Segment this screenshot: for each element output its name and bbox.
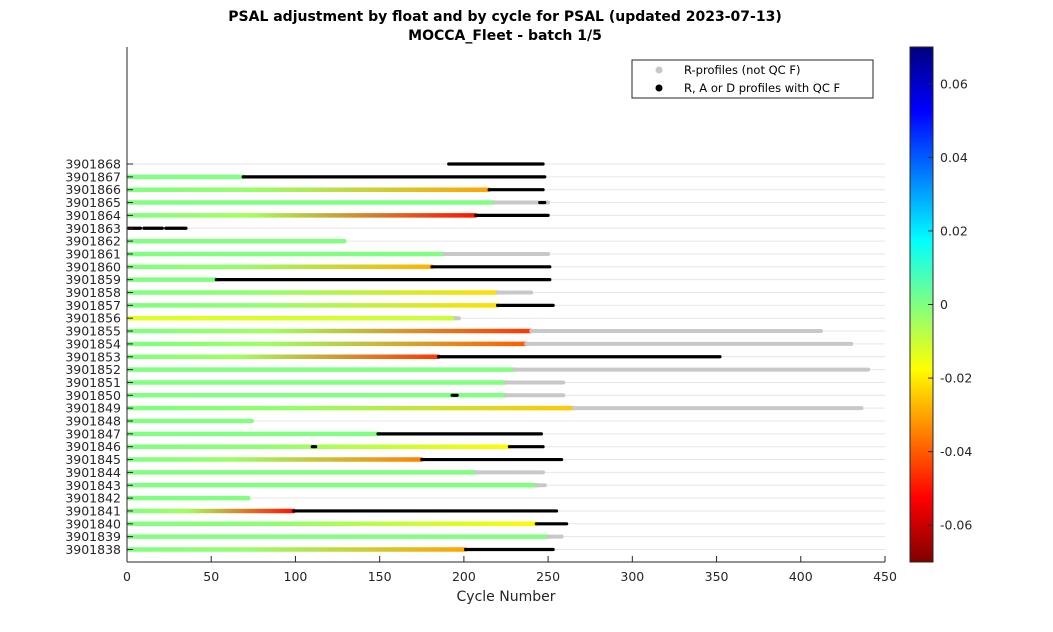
chart-title: PSAL adjustment by float and by cycle fo… [228, 9, 781, 25]
y-tick-label: 3901847 [65, 426, 121, 441]
y-tick-label: 3901846 [65, 439, 121, 454]
colorbar-tick-label: -0.02 [940, 371, 972, 386]
y-tick-label: 3901842 [65, 491, 121, 506]
colorbar-tick-label: 0.04 [940, 150, 968, 165]
x-tick-label: 200 [452, 569, 476, 584]
x-tick-label: 50 [203, 569, 219, 584]
y-axis: 3901868390186739018663901865390186439018… [65, 157, 133, 557]
y-tick-label: 3901854 [65, 336, 121, 351]
colorbar-ticks: 0.06 0.04 0.02 0 -0.02 -0.04 -0.06 [928, 76, 972, 533]
y-tick-label: 3901853 [65, 349, 121, 364]
x-axis-label: Cycle Number [457, 589, 556, 605]
y-tick-label: 3901866 [65, 182, 121, 197]
y-tick-label: 3901845 [65, 452, 121, 467]
legend-label-qcf: R, A or D profiles with QC F [684, 81, 840, 95]
y-tick-label: 3901843 [65, 478, 121, 493]
y-tick-label: 3901868 [65, 157, 121, 172]
x-tick-label: 400 [789, 569, 813, 584]
y-tick-label: 3901864 [65, 208, 121, 223]
x-axis: 0 50 100 150 200 250 300 350 400 450 [123, 556, 897, 584]
colorbar-tick-label: 0.02 [940, 223, 968, 238]
x-tick-label: 100 [284, 569, 308, 584]
colorbar-tick-label: -0.06 [940, 518, 972, 533]
x-tick-label: 450 [873, 569, 897, 584]
y-tick-label: 3901858 [65, 285, 121, 300]
x-tick-label: 300 [620, 569, 644, 584]
chart-subtitle: MOCCA_Fleet - batch 1/5 [408, 28, 602, 44]
y-tick-label: 3901857 [65, 298, 121, 313]
legend-marker-qcf [655, 84, 663, 92]
y-tick-label: 3901863 [65, 221, 121, 236]
legend: R-profiles (not QC F) R, A or D profiles… [631, 59, 874, 99]
x-tick-label: 0 [123, 569, 131, 584]
colorbar-tick-label: 0.06 [940, 76, 968, 91]
colorbar-tick-label: -0.04 [940, 444, 972, 459]
y-tick-label: 3901856 [65, 311, 121, 326]
y-tick-label: 3901840 [65, 516, 121, 531]
legend-label-r-profiles: R-profiles (not QC F) [684, 63, 800, 77]
y-tick-label: 3901852 [65, 362, 121, 377]
y-tick-label: 3901851 [65, 375, 121, 390]
y-tick-label: 3901862 [65, 234, 121, 249]
colorbar-tick-label: 0 [940, 297, 948, 312]
x-tick-label: 250 [536, 569, 560, 584]
y-tick-label: 3901850 [65, 388, 121, 403]
y-tick-label: 3901838 [65, 542, 121, 557]
y-tick-label: 3901859 [65, 272, 121, 287]
y-tick-label: 3901844 [65, 465, 121, 480]
x-tick-label: 150 [368, 569, 392, 584]
y-tick-label: 3901849 [65, 401, 121, 416]
colorbar: 0.06 0.04 0.02 0 -0.02 -0.04 -0.06 [909, 46, 972, 563]
legend-box [631, 59, 874, 99]
y-tick-label: 3901839 [65, 529, 121, 544]
y-tick-label: 3901855 [65, 324, 121, 339]
x-tick-label: 350 [705, 569, 729, 584]
legend-marker-r-profiles [655, 66, 663, 74]
y-tick-label: 3901867 [65, 169, 121, 184]
y-tick-label: 3901861 [65, 246, 121, 261]
y-tick-label: 3901860 [65, 259, 121, 274]
plot-area [126, 162, 885, 552]
y-tick-label: 3901848 [65, 414, 121, 429]
y-tick-label: 3901841 [65, 503, 121, 518]
y-tick-label: 3901865 [65, 195, 121, 210]
